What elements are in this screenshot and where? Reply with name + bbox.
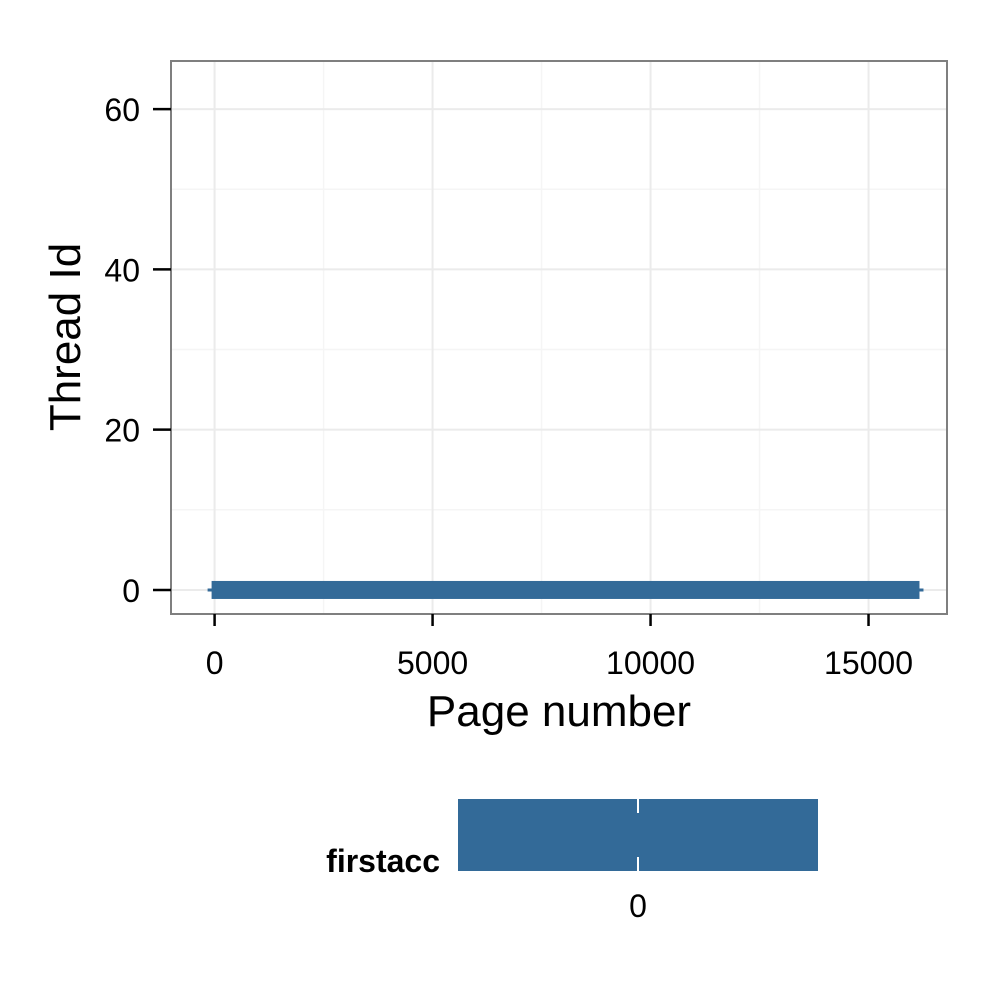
x-axis-title: Page number <box>427 687 691 736</box>
x-tick-label: 5000 <box>397 645 468 681</box>
plot-panel-border <box>170 60 948 615</box>
y-tick-label: 60 <box>104 92 140 128</box>
y-axis-title: Thread Id <box>41 243 90 431</box>
x-tick-label: 15000 <box>824 645 913 681</box>
y-tick-label: 20 <box>104 413 140 449</box>
legend-title: firstacc <box>326 843 440 879</box>
y-tick-label: 0 <box>122 573 140 609</box>
data-band <box>211 580 920 599</box>
legend: firstacc 0 <box>326 799 818 924</box>
axes: 0 5000 10000 15000 0 20 40 60 <box>104 92 913 681</box>
data-points <box>207 580 924 599</box>
x-tick-label: 10000 <box>606 645 695 681</box>
x-tick-label: 0 <box>206 645 224 681</box>
legend-tick-label: 0 <box>629 888 647 924</box>
y-tick-label: 40 <box>104 252 140 288</box>
